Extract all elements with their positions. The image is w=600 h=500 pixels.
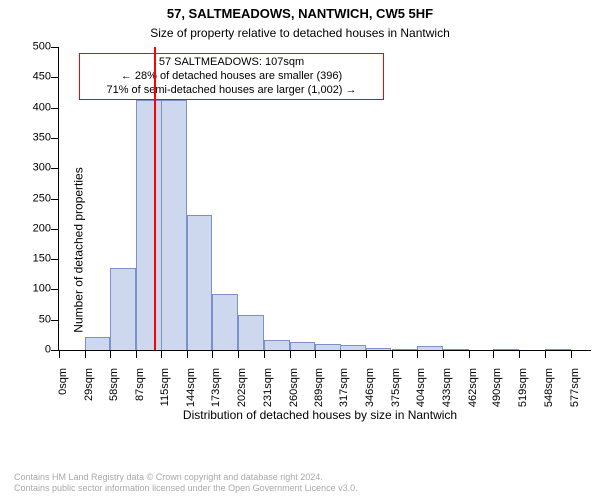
histogram-bar	[366, 348, 392, 350]
histogram-bar	[110, 268, 136, 350]
x-tick	[264, 350, 265, 358]
y-tick-label: 350	[15, 132, 51, 143]
plot-area: 0501001502002503003504004505000sqm29sqm5…	[58, 47, 591, 351]
histogram-bar	[187, 215, 213, 350]
y-tick	[51, 259, 59, 260]
x-tick	[340, 350, 341, 358]
x-tick	[59, 350, 60, 358]
x-tick	[493, 350, 494, 358]
y-tick	[51, 229, 59, 230]
histogram-bar	[340, 345, 366, 350]
y-tick-label: 300	[15, 163, 51, 174]
x-tick	[443, 350, 444, 358]
histogram-bar	[545, 349, 571, 350]
y-tick-label: 250	[15, 193, 51, 204]
y-tick	[51, 138, 59, 139]
chart-container: 57, SALTMEADOWS, NANTWICH, CW5 5HF Size …	[0, 0, 600, 500]
histogram-bar	[238, 315, 264, 350]
y-tick	[51, 168, 59, 169]
y-tick-label: 450	[15, 72, 51, 83]
y-tick	[51, 320, 59, 321]
y-tick	[51, 350, 59, 351]
y-tick-label: 50	[15, 314, 51, 325]
histogram-bar	[264, 340, 290, 350]
y-tick	[51, 289, 59, 290]
chart-title-line2: Size of property relative to detached ho…	[0, 26, 600, 40]
x-tick	[85, 350, 86, 358]
callout-box: 57 SALTMEADOWS: 107sqm ← 28% of detached…	[79, 53, 384, 100]
x-tick	[392, 350, 393, 358]
callout-line2: ← 28% of detached houses are smaller (39…	[84, 70, 379, 84]
x-tick	[161, 350, 162, 358]
chart-title-line1: 57, SALTMEADOWS, NANTWICH, CW5 5HF	[0, 6, 600, 21]
histogram-bar	[136, 100, 162, 350]
footer-line2: Contains public sector information licen…	[14, 483, 358, 494]
y-tick-label: 500	[15, 42, 51, 53]
y-tick-label: 100	[15, 284, 51, 295]
footer-attribution: Contains HM Land Registry data © Crown c…	[14, 472, 358, 494]
y-tick-label: 400	[15, 102, 51, 113]
x-tick	[571, 350, 572, 358]
histogram-bar	[493, 349, 519, 350]
x-tick	[212, 350, 213, 358]
histogram-bar	[290, 342, 316, 350]
y-tick	[51, 108, 59, 109]
histogram-bar	[161, 100, 187, 350]
callout-line1: 57 SALTMEADOWS: 107sqm	[84, 56, 379, 70]
y-tick	[51, 47, 59, 48]
histogram-bar	[392, 349, 418, 350]
x-tick	[469, 350, 470, 358]
x-tick	[417, 350, 418, 358]
x-tick	[187, 350, 188, 358]
x-tick	[519, 350, 520, 358]
y-tick-label: 150	[15, 254, 51, 265]
x-tick	[315, 350, 316, 358]
callout-line3: 71% of semi-detached houses are larger (…	[84, 84, 379, 98]
histogram-bar	[443, 349, 469, 350]
y-tick-label: 0	[15, 345, 51, 356]
x-tick	[238, 350, 239, 358]
indicator-line	[154, 47, 156, 350]
histogram-bar	[85, 337, 111, 350]
y-tick	[51, 77, 59, 78]
x-tick	[136, 350, 137, 358]
x-axis-label: Distribution of detached houses by size …	[50, 408, 590, 422]
histogram-bar	[315, 344, 341, 350]
y-tick-label: 200	[15, 223, 51, 234]
histogram-bar	[417, 346, 443, 350]
histogram-bar	[212, 294, 238, 350]
footer-line1: Contains HM Land Registry data © Crown c…	[14, 472, 358, 483]
x-tick	[366, 350, 367, 358]
x-tick	[545, 350, 546, 358]
x-tick	[290, 350, 291, 358]
y-tick	[51, 199, 59, 200]
x-tick	[110, 350, 111, 358]
